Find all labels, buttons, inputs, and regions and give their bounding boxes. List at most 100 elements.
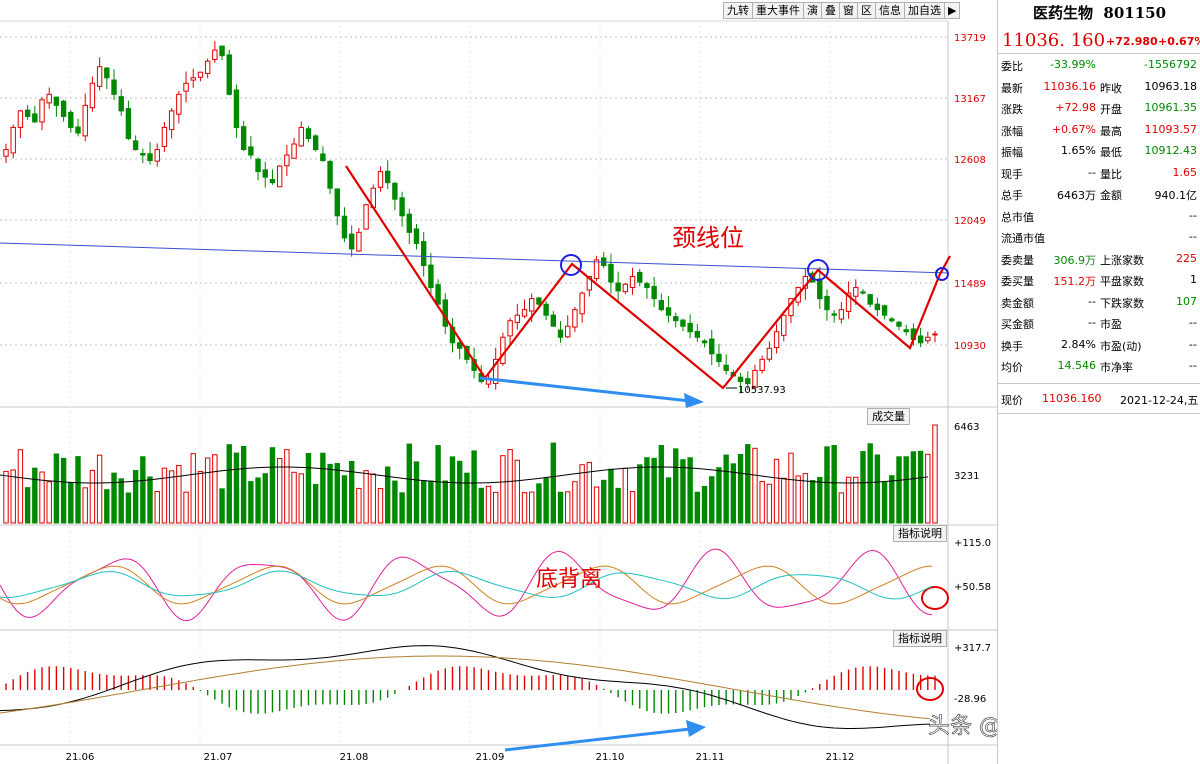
volume-bar [903, 456, 909, 524]
volume-bar [111, 472, 117, 524]
volume-bar [356, 487, 362, 524]
volume-bar [788, 452, 794, 524]
macd-dif-line [0, 645, 931, 729]
candle-body [219, 45, 225, 57]
volume-bar [46, 481, 52, 524]
volume-bar [384, 466, 391, 524]
volume-bar [190, 453, 196, 524]
neckline-label: 颈线位 [672, 224, 744, 252]
candle-body [240, 126, 247, 151]
volume-bar [82, 487, 88, 524]
volume-bar [817, 476, 823, 524]
indicator-help-button-2[interactable]: 指标说明 [893, 630, 947, 647]
toolbar-window-button[interactable]: 窗 [839, 2, 858, 19]
candle-body [3, 149, 9, 157]
volume-bar [363, 470, 369, 524]
volume-bar [204, 457, 211, 524]
volume-indicator-button[interactable]: 成交量 [867, 408, 910, 425]
candle-body [255, 158, 261, 173]
candle-body [68, 111, 74, 128]
volume-bar [680, 459, 686, 524]
volume-bar [658, 445, 665, 524]
candle-body [673, 316, 679, 322]
volume-bar [853, 476, 859, 524]
date-tick-label: 21.07 [204, 752, 233, 763]
candle-body [521, 309, 528, 317]
candle-body [147, 153, 153, 162]
quote-label-2: 市净率 [1100, 361, 1133, 374]
toolbar-demo-button[interactable]: 演 [803, 2, 822, 19]
candle-body [377, 171, 384, 188]
date-tick-label: 21.12 [826, 752, 855, 763]
candle-body [766, 347, 773, 360]
volume-bar [392, 480, 398, 524]
candle-body [89, 82, 96, 109]
candle-body [363, 204, 369, 230]
volume-bar [572, 481, 578, 524]
volume-bar [140, 456, 146, 524]
volume-bar [248, 481, 254, 524]
toolbar-info-button[interactable]: 信息 [875, 2, 905, 19]
quote-value-2: 1.65 [1172, 165, 1198, 179]
volume-bar [917, 450, 924, 524]
volume-bar [874, 454, 881, 524]
volume-bar [420, 480, 427, 524]
volume-bar [485, 485, 492, 524]
quote-label: 最新 [1001, 81, 1023, 95]
candle-body [579, 292, 585, 315]
toolbar-overlay-button[interactable]: 叠 [821, 2, 840, 19]
candle-body [413, 228, 420, 244]
candle-body [154, 149, 160, 162]
volume-bar [867, 443, 873, 524]
volume-bar [168, 470, 175, 524]
candle-body [96, 66, 103, 87]
price-tick-label: 12608 [954, 155, 986, 166]
volume-bar [32, 467, 38, 524]
volume-bar [781, 477, 787, 524]
volume-bar [197, 471, 204, 524]
candle-body [709, 338, 715, 355]
volume-bar [557, 491, 564, 524]
toolbar-jiuzhuan-button[interactable]: 九转 [723, 2, 753, 19]
toolbar-add-watchlist-button[interactable]: 加自选 [904, 2, 945, 19]
candle-body [392, 182, 398, 200]
pattern-path [345, 165, 951, 390]
stock-name: 医药生物 [1032, 4, 1093, 22]
quote-value: -- [1088, 294, 1096, 308]
marker-ellipse [921, 586, 949, 610]
candle-body [104, 67, 110, 79]
volume-bar [737, 453, 744, 524]
volume-bar [3, 470, 9, 524]
volume-bar [925, 453, 931, 524]
toolbar-events-button[interactable]: 重大事件 [752, 2, 804, 19]
candle-body [874, 303, 881, 311]
candle-body [132, 140, 139, 151]
quote-label-2: 下跌家数 [1100, 296, 1144, 310]
toolbar-range-button[interactable]: 区 [857, 2, 876, 19]
candle-body [745, 378, 751, 385]
quote-label-2: 开盘 [1100, 103, 1122, 116]
volume-bar [730, 463, 737, 524]
volume-bar [428, 480, 434, 524]
volume-bar [673, 448, 679, 524]
volume-bar [262, 473, 268, 524]
volume-bar [219, 488, 225, 524]
pin-icon[interactable]: ▶ [944, 2, 961, 19]
volume-bar [644, 457, 650, 524]
quote-label-2: 平盘家数 [1100, 275, 1144, 288]
indicator-tick-label: +317.7 [954, 643, 991, 654]
candle-body [327, 160, 333, 189]
volume-bar [17, 449, 24, 524]
candle-body [593, 259, 600, 279]
volume-bar [212, 454, 218, 524]
candle-body [39, 99, 45, 123]
candle-body [665, 307, 672, 316]
date-tick-label: 21.11 [696, 752, 725, 763]
indicator-help-button[interactable]: 指标说明 [893, 525, 947, 542]
current-value: 11036.160 [1042, 392, 1102, 405]
candle-body [140, 153, 146, 156]
volume-bar [838, 492, 845, 524]
volume-bar [809, 480, 816, 524]
candle-body [262, 169, 268, 178]
stock-change-pct: +0.67% [1158, 35, 1200, 48]
